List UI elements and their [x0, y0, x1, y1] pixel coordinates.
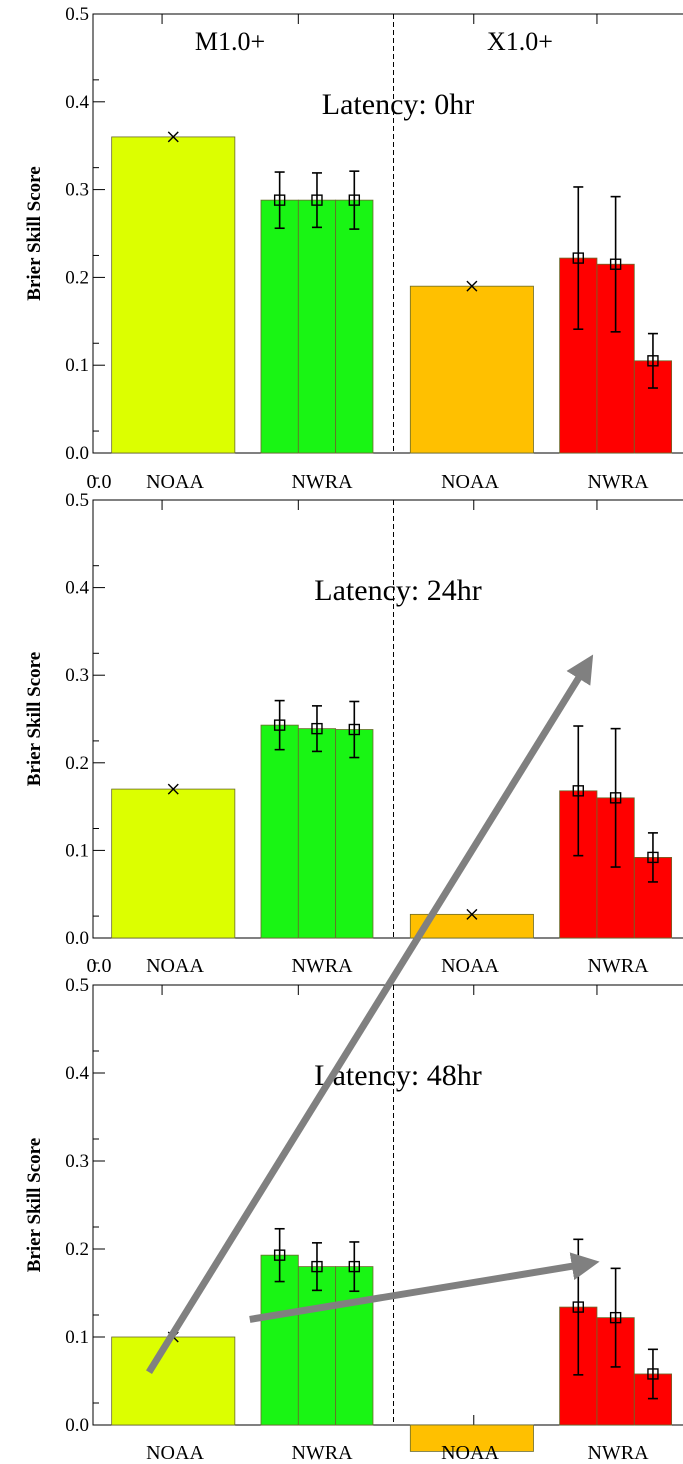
- square-marker: [572, 785, 584, 797]
- bar: [297, 199, 337, 454]
- y-tick-label: 0.3: [65, 180, 89, 201]
- square-marker: [609, 792, 622, 804]
- square-marker: [647, 1368, 659, 1380]
- square-marker: [273, 194, 286, 206]
- category-label: NOAA: [146, 1442, 204, 1464]
- y-axis-label: Brier Skill Score: [24, 652, 45, 786]
- square-marker: [609, 258, 622, 270]
- y-tick-label: 0.0: [65, 928, 89, 949]
- category-label: NOAA: [146, 955, 204, 977]
- bar: [260, 724, 299, 939]
- square-marker: [348, 723, 361, 736]
- y-tick-label: 0.1: [65, 355, 89, 376]
- bar: [260, 199, 299, 454]
- category-label: NWRA: [291, 955, 353, 977]
- y-tick-label: 0.4: [65, 1063, 89, 1084]
- square-marker: [609, 1311, 622, 1324]
- y-tick-label: 0.4: [65, 578, 89, 599]
- y-tick-label: 0.2: [65, 753, 89, 774]
- annotation-arrow: [249, 1252, 600, 1323]
- latency-title: Latency: 0hr: [322, 88, 474, 121]
- category-label: NWRA: [587, 955, 649, 977]
- group-title: M1.0+: [195, 27, 265, 56]
- bar: [111, 788, 236, 939]
- category-label: NWRA: [587, 471, 649, 493]
- bar: [335, 729, 374, 939]
- category-label: NOAA: [441, 1442, 499, 1464]
- category-label: NOAA: [441, 471, 499, 493]
- bar: [409, 1424, 534, 1452]
- square-marker: [572, 252, 584, 264]
- category-label: NOAA: [146, 471, 204, 493]
- category-label: NOAA: [441, 955, 499, 977]
- annotation-arrow: [146, 654, 594, 1375]
- y-axis-label: Brier Skill Score: [24, 166, 45, 300]
- y-tick-label: 0.1: [65, 1327, 89, 1348]
- bar: [111, 1336, 236, 1426]
- chart-panel-2: 0.0 0.1 0.2 0.3 0.4 0.5 Brier Skill Score Laten…: [24, 477, 683, 977]
- bar: [297, 728, 337, 939]
- square-marker: [311, 194, 323, 206]
- x-origin-label: 0.0: [87, 955, 112, 977]
- group-title: X1.0+: [487, 27, 553, 56]
- plot-frame: [92, 13, 683, 454]
- square-marker: [311, 722, 323, 735]
- square-marker: [647, 851, 659, 864]
- bar: [111, 136, 236, 454]
- plot-frame: [92, 499, 683, 939]
- y-tick-label: 0.5: [65, 975, 89, 996]
- y-tick-label: 0.5: [65, 490, 89, 511]
- square-marker: [273, 719, 286, 731]
- category-label: NWRA: [291, 1442, 353, 1464]
- square-marker: [348, 1260, 361, 1273]
- square-marker: [348, 194, 361, 206]
- y-tick-label: 0.0: [65, 1415, 89, 1436]
- bar: [335, 199, 374, 454]
- bar: [335, 1266, 374, 1426]
- y-tick-label: 0.2: [65, 267, 89, 288]
- y-tick-label: 0.5: [65, 4, 89, 25]
- square-marker: [572, 1301, 584, 1313]
- category-label: NWRA: [587, 1442, 649, 1464]
- square-marker: [311, 1260, 323, 1273]
- x-marker: [466, 280, 478, 292]
- x-marker: [167, 131, 179, 143]
- y-axis-label: Brier Skill Score: [24, 1138, 45, 1272]
- x-origin-label: 0.0: [87, 471, 112, 493]
- y-tick-label: 0.3: [65, 665, 89, 686]
- annotation-arrows: [146, 654, 600, 1375]
- bar: [409, 285, 534, 454]
- y-tick-label: 0.0: [65, 443, 89, 464]
- latency-title: Latency: 24hr: [314, 574, 481, 607]
- x-marker: [167, 783, 179, 795]
- category-label: NWRA: [291, 471, 353, 493]
- y-tick-label: 0.3: [65, 1151, 89, 1172]
- y-tick-label: 0.4: [65, 92, 89, 113]
- square-marker: [647, 355, 659, 367]
- x-marker: [466, 908, 478, 920]
- y-tick-label: 0.2: [65, 1239, 89, 1260]
- chart-panel-1: 0.0 0.1 0.2 0.3 0.4 0.5 Brier Skill Score Laten…: [24, 4, 683, 493]
- square-marker: [273, 1249, 286, 1261]
- y-tick-label: 0.1: [65, 840, 89, 861]
